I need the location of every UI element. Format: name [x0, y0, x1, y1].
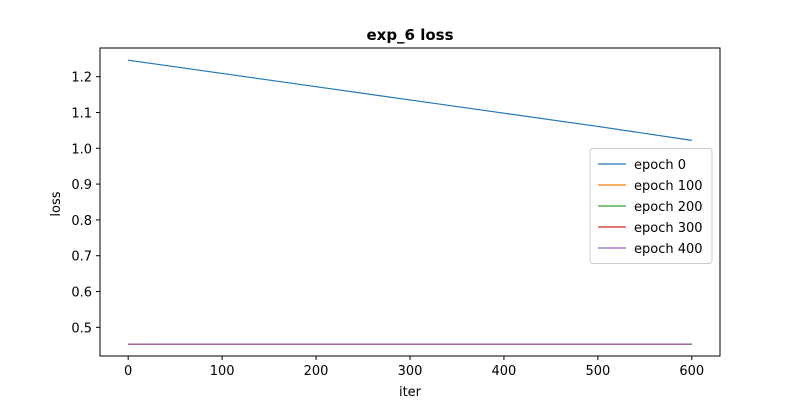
x-axis-ticks: 0 100 200 300 400 500 600 — [124, 356, 704, 379]
legend-label: epoch 400 — [634, 242, 703, 257]
legend-label: epoch 300 — [634, 221, 703, 236]
legend-label: epoch 100 — [634, 179, 703, 194]
y-tick-label: 0.9 — [71, 178, 92, 193]
y-axis-label: loss — [49, 191, 64, 216]
x-tick-label: 600 — [679, 364, 704, 379]
chart-title: exp_6 loss — [366, 26, 453, 44]
y-tick-label: 0.8 — [71, 214, 92, 229]
x-tick-label: 300 — [398, 364, 423, 379]
x-tick-label: 400 — [492, 364, 517, 379]
x-tick-label: 200 — [304, 364, 329, 379]
x-tick-label: 0 — [124, 364, 132, 379]
x-tick-label: 100 — [210, 364, 235, 379]
y-tick-label: 1.1 — [71, 106, 92, 121]
y-tick-label: 0.7 — [71, 250, 92, 265]
y-axis-ticks: 0.5 0.6 0.7 0.8 0.9 1.0 1.1 1.2 — [71, 71, 100, 336]
x-tick-label: 500 — [585, 364, 610, 379]
y-tick-label: 1.2 — [71, 71, 92, 86]
legend: epoch 0 epoch 100 epoch 200 epoch 300 epoch … — [589, 148, 713, 264]
y-tick-label: 1.0 — [71, 142, 92, 157]
series-line-epoch-0 — [128, 59, 692, 141]
legend-label: epoch 0 — [634, 158, 686, 173]
series-layer — [128, 59, 692, 345]
y-tick-label: 0.6 — [71, 286, 92, 301]
x-axis-label: iter — [399, 385, 422, 400]
y-tick-label: 0.5 — [71, 321, 92, 336]
legend-label: epoch 200 — [634, 200, 703, 215]
legend-box — [589, 148, 713, 264]
